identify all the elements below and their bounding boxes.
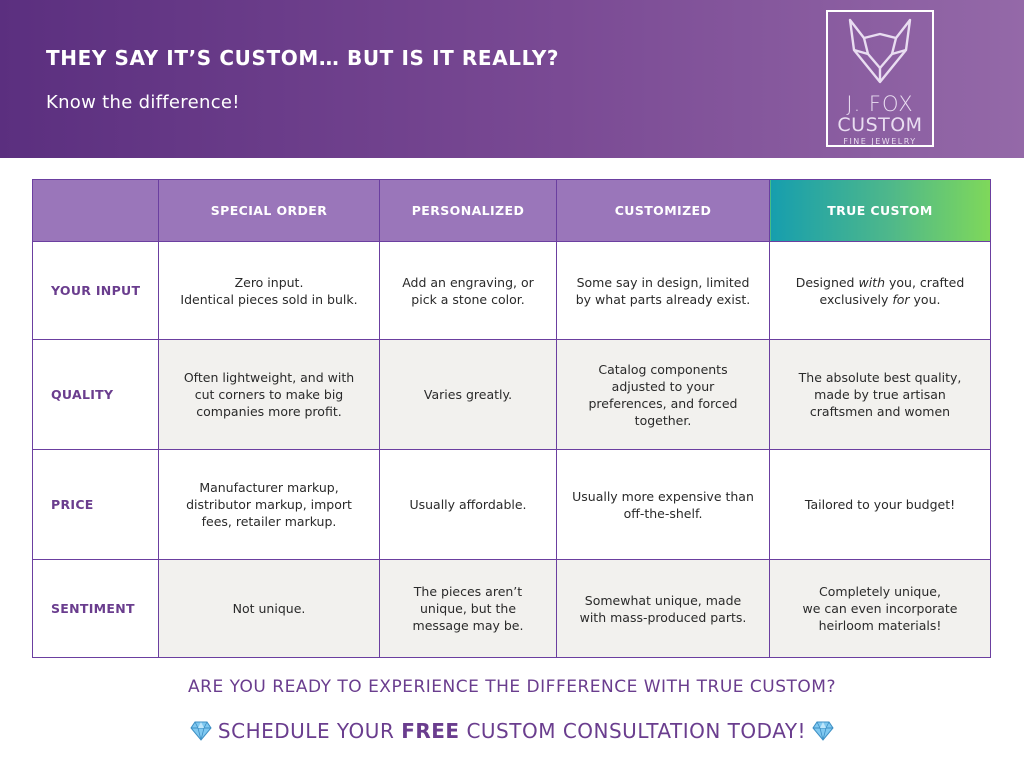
cell-customized: Some say in design, limited by what part… — [556, 241, 770, 340]
table-row: YOUR INPUT Zero input. Identical pieces … — [32, 241, 991, 340]
header-customized: CUSTOMIZED — [556, 179, 770, 242]
cell-special-order: Zero input. Identical pieces sold in bul… — [158, 241, 380, 340]
cta-schedule: SCHEDULE YOUR FREE CUSTOM CONSULTATION T… — [0, 719, 1024, 743]
cta-free: FREE — [401, 719, 460, 743]
cell-true-custom: Tailored to your budget! — [769, 449, 991, 560]
logo-custom: CUSTOM — [837, 114, 923, 136]
cell-special-order: Not unique. — [158, 559, 380, 658]
header-blank — [32, 179, 159, 242]
cell-true-custom: Completely unique, we can even incorpora… — [769, 559, 991, 658]
gem-icon — [812, 721, 834, 741]
text-part: Designed — [795, 274, 859, 290]
cell-customized: Somewhat unique, made with mass-produced… — [556, 559, 770, 658]
logo-name: J. FOX — [846, 92, 914, 116]
text-part: you. — [909, 291, 941, 307]
row-label-price: PRICE — [32, 449, 159, 560]
cell-personalized: Varies greatly. — [379, 339, 557, 450]
cta-question: ARE YOU READY TO EXPERIENCE THE DIFFEREN… — [188, 677, 836, 697]
cell-true-custom: Designed with you, crafted exclusively f… — [769, 241, 991, 340]
table-row: PRICE Manufacturer markup, distributor m… — [32, 449, 991, 560]
logo-tagline: FINE JEWELRY — [843, 137, 917, 146]
fox-head-icon — [848, 18, 912, 84]
cell-customized: Catalog components adjusted to your pref… — [556, 339, 770, 450]
text-part: you, crafted exclusively — [819, 274, 965, 307]
table-header-row: SPECIAL ORDER PERSONALIZED CUSTOMIZED TR… — [32, 179, 991, 242]
cell-customized: Usually more expensive than off-the-shel… — [556, 449, 770, 560]
cta-text: CUSTOM CONSULTATION TODAY! — [459, 719, 807, 743]
table-row: QUALITY Often lightweight, and with cut … — [32, 339, 991, 450]
header-banner: THEY SAY IT’S CUSTOM… BUT IS IT REALLY? … — [0, 0, 1024, 158]
text-emphasis: with — [858, 274, 885, 290]
comparison-table: SPECIAL ORDER PERSONALIZED CUSTOMIZED TR… — [32, 179, 991, 658]
header-special-order: SPECIAL ORDER — [158, 179, 380, 242]
header-true-custom: TRUE CUSTOM — [769, 179, 991, 242]
gem-icon — [190, 721, 212, 741]
page-title: THEY SAY IT’S CUSTOM… BUT IS IT REALLY? — [46, 46, 560, 70]
cell-personalized: Add an engraving, or pick a stone color. — [379, 241, 557, 340]
cell-true-custom: The absolute best quality, made by true … — [769, 339, 991, 450]
row-label-quality: QUALITY — [32, 339, 159, 450]
text-emphasis: for — [892, 291, 910, 307]
cell-personalized: The pieces aren’t unique, but the messag… — [379, 559, 557, 658]
table-row: SENTIMENT Not unique. The pieces aren’t … — [32, 559, 991, 658]
page-subtitle: Know the difference! — [46, 92, 240, 113]
cell-personalized: Usually affordable. — [379, 449, 557, 560]
cell-special-order: Often lightweight, and with cut corners … — [158, 339, 380, 450]
header-personalized: PERSONALIZED — [379, 179, 557, 242]
cta-text: SCHEDULE YOUR — [217, 719, 402, 743]
row-label-sentiment: SENTIMENT — [32, 559, 159, 658]
cell-special-order: Manufacturer markup, distributor markup,… — [158, 449, 380, 560]
brand-logo: J. FOX CUSTOM FINE JEWELRY — [826, 10, 934, 147]
row-label-your-input: YOUR INPUT — [32, 241, 159, 340]
